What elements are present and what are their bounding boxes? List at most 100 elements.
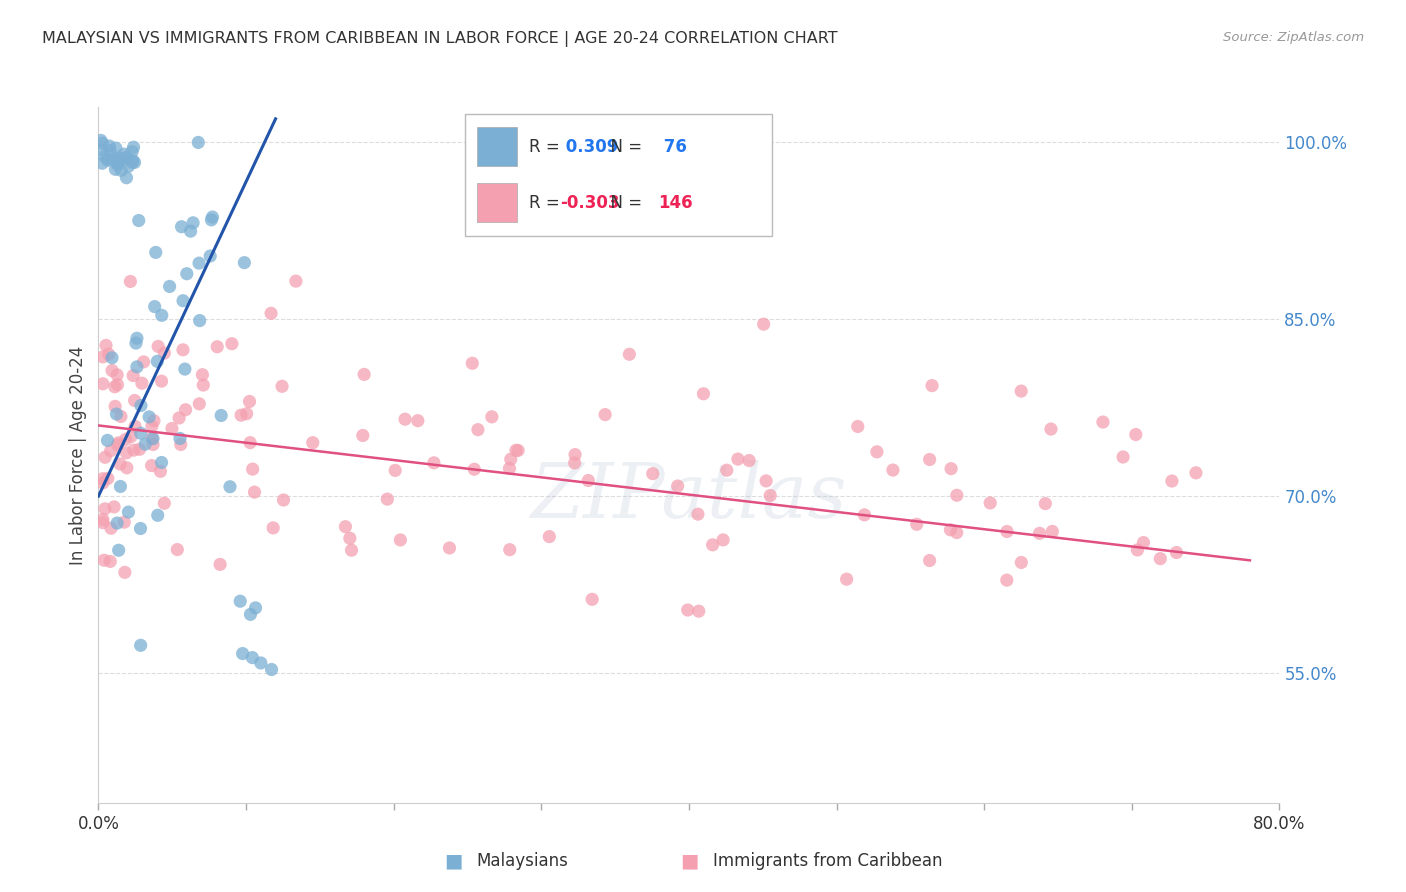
Point <box>239 435 262 450</box>
Point <box>201 210 224 224</box>
Point <box>882 463 904 477</box>
Point <box>105 407 128 421</box>
Point <box>394 412 416 426</box>
Point <box>576 474 599 488</box>
Point <box>117 152 139 166</box>
Point <box>132 355 155 369</box>
Point <box>138 409 160 424</box>
Point <box>141 431 163 445</box>
Point <box>115 170 138 185</box>
Point <box>96 152 118 166</box>
Point <box>232 647 254 661</box>
Text: R =: R = <box>529 138 565 156</box>
Point <box>145 245 167 260</box>
Point <box>242 462 264 476</box>
Point <box>122 140 145 154</box>
Point <box>91 516 114 530</box>
Point <box>1185 466 1208 480</box>
Text: ■: ■ <box>681 851 699 871</box>
Point <box>167 411 190 425</box>
Point <box>153 496 176 510</box>
Point <box>166 542 188 557</box>
Point <box>107 377 129 392</box>
Point <box>233 255 256 269</box>
Point <box>564 448 586 462</box>
Point <box>738 453 761 467</box>
Text: 0.309: 0.309 <box>560 138 619 156</box>
Point <box>188 256 211 270</box>
Point <box>235 407 257 421</box>
Point <box>110 163 132 178</box>
Point <box>666 479 689 493</box>
Point <box>375 492 398 507</box>
Point <box>114 433 136 447</box>
Point <box>1161 474 1184 488</box>
Point <box>107 158 129 172</box>
Point <box>389 533 412 547</box>
Point <box>260 306 283 320</box>
Point <box>93 149 115 163</box>
Point <box>107 438 129 452</box>
Point <box>284 274 307 288</box>
Point <box>150 455 173 469</box>
Point <box>1091 415 1114 429</box>
Point <box>239 607 262 622</box>
Point <box>1033 497 1056 511</box>
Point <box>101 351 124 365</box>
Point <box>209 409 232 423</box>
Point <box>170 219 193 234</box>
Point <box>114 151 136 165</box>
Point <box>107 153 129 168</box>
Point <box>120 275 142 289</box>
Point <box>101 363 124 377</box>
Point <box>240 650 263 665</box>
Point <box>125 359 148 374</box>
Point <box>125 336 148 351</box>
Point <box>995 524 1018 539</box>
Point <box>125 331 148 345</box>
Point <box>98 554 121 568</box>
Point <box>686 507 709 521</box>
Point <box>108 153 131 168</box>
Point <box>340 543 363 558</box>
Point <box>271 379 294 393</box>
Point <box>205 340 228 354</box>
Point <box>498 461 520 475</box>
Point <box>461 356 484 370</box>
Text: R =: R = <box>529 194 565 212</box>
Point <box>174 402 197 417</box>
Point <box>1166 545 1188 559</box>
Point <box>979 496 1001 510</box>
Point <box>91 156 114 170</box>
Point <box>188 397 211 411</box>
Point <box>835 572 858 586</box>
Point <box>91 376 114 391</box>
Point <box>103 152 125 166</box>
Point <box>339 531 361 545</box>
Point <box>866 445 889 459</box>
Point <box>181 216 204 230</box>
Point <box>1028 526 1050 541</box>
Point <box>727 452 749 467</box>
Point <box>176 267 198 281</box>
Point <box>146 508 169 523</box>
Point <box>91 475 114 490</box>
Point <box>1010 556 1032 570</box>
Point <box>260 663 283 677</box>
Point <box>198 249 221 263</box>
Point <box>120 429 142 443</box>
Point <box>170 437 193 451</box>
Point <box>128 213 150 227</box>
Point <box>939 523 962 537</box>
Point <box>423 456 446 470</box>
Point <box>115 446 138 460</box>
Point <box>538 530 561 544</box>
Point <box>131 376 153 391</box>
Point <box>945 525 967 540</box>
Point <box>238 394 260 409</box>
Point <box>159 279 181 293</box>
Point <box>353 368 375 382</box>
Point <box>1149 551 1171 566</box>
Point <box>100 443 122 458</box>
Point <box>1125 427 1147 442</box>
